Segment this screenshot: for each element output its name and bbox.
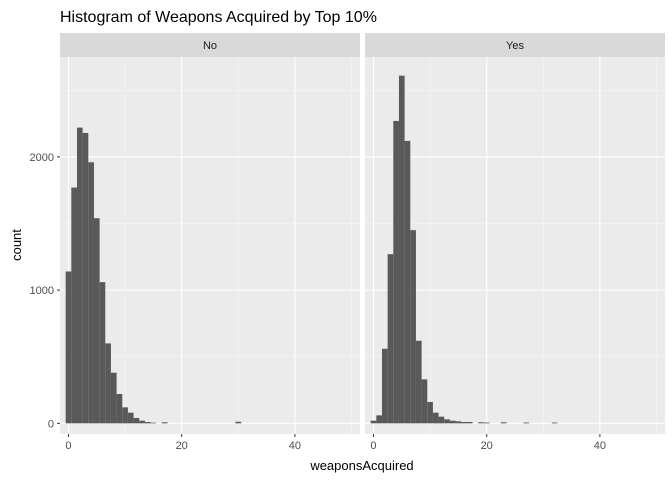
histogram-bar-yes (523, 422, 530, 424)
histogram-bar-yes (551, 422, 558, 424)
histogram-bar-no (76, 127, 83, 424)
y-tick-label: 1000 (30, 285, 54, 297)
histogram-bar-yes (370, 420, 377, 424)
histogram-bar-no (88, 162, 94, 424)
facet-strip-no (60, 33, 360, 57)
histogram-bar-yes (500, 422, 507, 424)
x-tick-label-yes: 40 (594, 440, 606, 452)
histogram-bar-yes (393, 120, 399, 424)
histogram-bar-no (82, 132, 89, 424)
histogram-bar-no (93, 218, 100, 424)
bars-yes (370, 75, 558, 424)
facet-strip-yes (365, 33, 665, 57)
histogram-bar-yes (461, 422, 467, 424)
histogram-bar-no (235, 421, 242, 424)
histogram-bar-no (71, 187, 77, 424)
histogram-bar-yes (432, 412, 439, 424)
histogram-bar-no (139, 420, 145, 424)
histogram-bar-no (161, 422, 168, 424)
y-axis: 0 1000 2000 (30, 152, 60, 430)
histogram-bar-yes (376, 415, 382, 424)
histogram-bar-yes (381, 348, 388, 424)
histogram-bar-yes (398, 75, 405, 424)
facet-panel-yes: Yes (365, 33, 665, 434)
x-axis: 0 20 40 0 20 40 (65, 434, 606, 452)
histogram-bar-yes (415, 340, 422, 424)
histogram-bar-no (105, 343, 111, 424)
histogram-bar-no (144, 422, 151, 424)
histogram-bar-no (122, 407, 128, 424)
histogram-bar-no (65, 271, 72, 424)
chart-title: Histogram of Weapons Acquired by Top 10% (60, 9, 377, 26)
x-axis-title: weaponsAcquired (309, 458, 413, 473)
y-axis-title: count (9, 229, 24, 261)
histogram-bar-yes (410, 230, 416, 424)
x-tick-label-yes: 20 (481, 440, 493, 452)
histogram-bar-yes (455, 421, 462, 424)
histogram-bar-yes (478, 422, 484, 424)
x-tick-label-no: 40 (289, 440, 301, 452)
histogram-bar-yes (438, 416, 445, 424)
y-tick-label: 2000 (30, 152, 54, 164)
histogram-bar-yes (421, 379, 428, 424)
histogram-bar-no (133, 418, 140, 424)
facet-panel-no: No (60, 33, 360, 434)
histogram-bar-no (99, 282, 106, 424)
x-tick-label-yes: 0 (370, 440, 376, 452)
x-tick-label-no: 20 (176, 440, 188, 452)
histogram-bar-yes (404, 140, 411, 424)
histogram-bar-no (150, 422, 157, 424)
histogram-bar-yes (483, 422, 490, 424)
histogram-bar-yes (387, 254, 394, 424)
histogram-bar-no (110, 372, 117, 424)
histogram-bar-no (116, 394, 123, 424)
histogram-bar-yes (449, 420, 456, 424)
histogram-bar-yes (466, 422, 473, 424)
facet-strip-label-yes: Yes (506, 40, 524, 52)
facet-strip-label-no: No (203, 40, 217, 52)
y-tick-label: 0 (48, 418, 54, 430)
histogram-bar-yes (427, 402, 433, 424)
bars-no (65, 127, 242, 424)
histogram-bar-no (127, 412, 134, 424)
histogram-bar-yes (444, 419, 450, 424)
x-tick-label-no: 0 (65, 440, 71, 452)
